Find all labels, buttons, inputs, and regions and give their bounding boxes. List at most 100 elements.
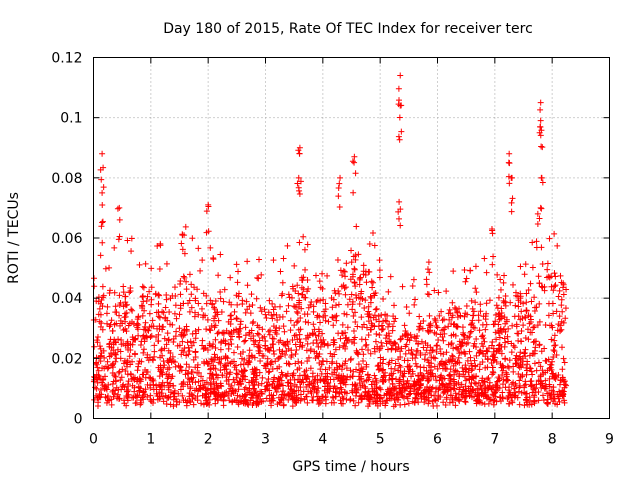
data-point — [465, 369, 472, 376]
data-point — [316, 350, 323, 357]
data-point — [145, 327, 152, 334]
data-point — [351, 279, 358, 286]
data-point — [313, 298, 320, 305]
data-point — [142, 319, 149, 326]
data-point — [212, 354, 219, 361]
data-point — [319, 330, 326, 337]
data-point — [102, 383, 109, 390]
data-point — [453, 324, 460, 331]
data-point — [355, 251, 362, 258]
data-point — [451, 382, 458, 389]
data-point — [558, 326, 565, 333]
data-point — [293, 332, 300, 339]
data-point — [318, 361, 325, 368]
data-point — [434, 342, 441, 349]
data-point — [399, 283, 406, 290]
data-point — [268, 391, 275, 398]
data-point — [301, 246, 308, 253]
data-point — [234, 371, 241, 378]
data-point — [495, 345, 502, 352]
data-point — [508, 199, 515, 206]
data-point — [101, 354, 108, 361]
data-point — [485, 385, 492, 392]
data-point — [531, 338, 538, 345]
data-point — [344, 373, 351, 380]
data-point — [462, 362, 469, 369]
data-point — [294, 180, 301, 187]
data-point — [262, 345, 269, 352]
data-point — [371, 372, 378, 379]
data-point — [309, 397, 316, 404]
data-point — [316, 313, 323, 320]
data-point — [279, 371, 286, 378]
x-tick-label: 2 — [204, 432, 213, 448]
data-point — [332, 346, 339, 353]
data-point — [352, 392, 359, 399]
data-point — [179, 347, 186, 354]
data-point — [184, 397, 191, 404]
data-point — [552, 273, 559, 280]
y-tick-label: 0 — [74, 412, 83, 428]
data-point — [97, 358, 104, 365]
data-point — [255, 275, 262, 282]
data-point — [229, 399, 236, 406]
data-point — [116, 395, 123, 402]
data-point — [461, 267, 468, 274]
data-point — [473, 336, 480, 343]
data-point — [163, 260, 170, 267]
data-point — [265, 328, 272, 335]
data-point — [492, 311, 499, 318]
data-point — [231, 308, 238, 315]
data-point — [472, 299, 479, 306]
data-point — [237, 361, 244, 368]
data-point — [540, 371, 547, 378]
data-point — [537, 363, 544, 370]
data-point — [334, 385, 341, 392]
data-point — [225, 329, 232, 336]
data-point — [93, 361, 100, 368]
data-point — [204, 346, 211, 353]
data-point — [296, 190, 303, 197]
data-point — [450, 376, 457, 383]
data-point — [155, 338, 162, 345]
data-point — [259, 326, 266, 333]
data-point — [328, 360, 335, 367]
data-point — [211, 324, 218, 331]
data-point — [562, 315, 569, 322]
data-point — [143, 297, 150, 304]
data-point — [235, 290, 242, 297]
data-point — [100, 292, 107, 299]
data-point — [499, 394, 506, 401]
data-point — [142, 260, 149, 267]
data-point — [159, 308, 166, 315]
data-point — [270, 347, 277, 354]
data-point — [485, 374, 492, 381]
data-point — [539, 367, 546, 374]
data-point — [302, 318, 309, 325]
y-tick-label: 0.02 — [51, 351, 82, 367]
data-point — [552, 282, 559, 289]
data-point — [282, 342, 289, 349]
data-point — [355, 361, 362, 368]
data-point — [412, 360, 419, 367]
data-point — [249, 391, 256, 398]
data-point — [400, 378, 407, 385]
data-point — [314, 379, 321, 386]
data-point — [192, 297, 199, 304]
data-point — [244, 258, 251, 265]
data-point — [217, 367, 224, 374]
data-point — [233, 315, 240, 322]
data-point — [490, 383, 497, 390]
data-point — [96, 343, 103, 350]
data-point — [508, 349, 515, 356]
data-point — [277, 353, 284, 360]
data-point — [197, 386, 204, 393]
data-point — [157, 240, 164, 247]
data-point — [296, 379, 303, 386]
data-point — [98, 296, 105, 303]
data-point — [269, 315, 276, 322]
data-point — [147, 382, 154, 389]
data-point — [473, 380, 479, 387]
data-point — [548, 366, 555, 373]
data-point — [496, 377, 503, 384]
